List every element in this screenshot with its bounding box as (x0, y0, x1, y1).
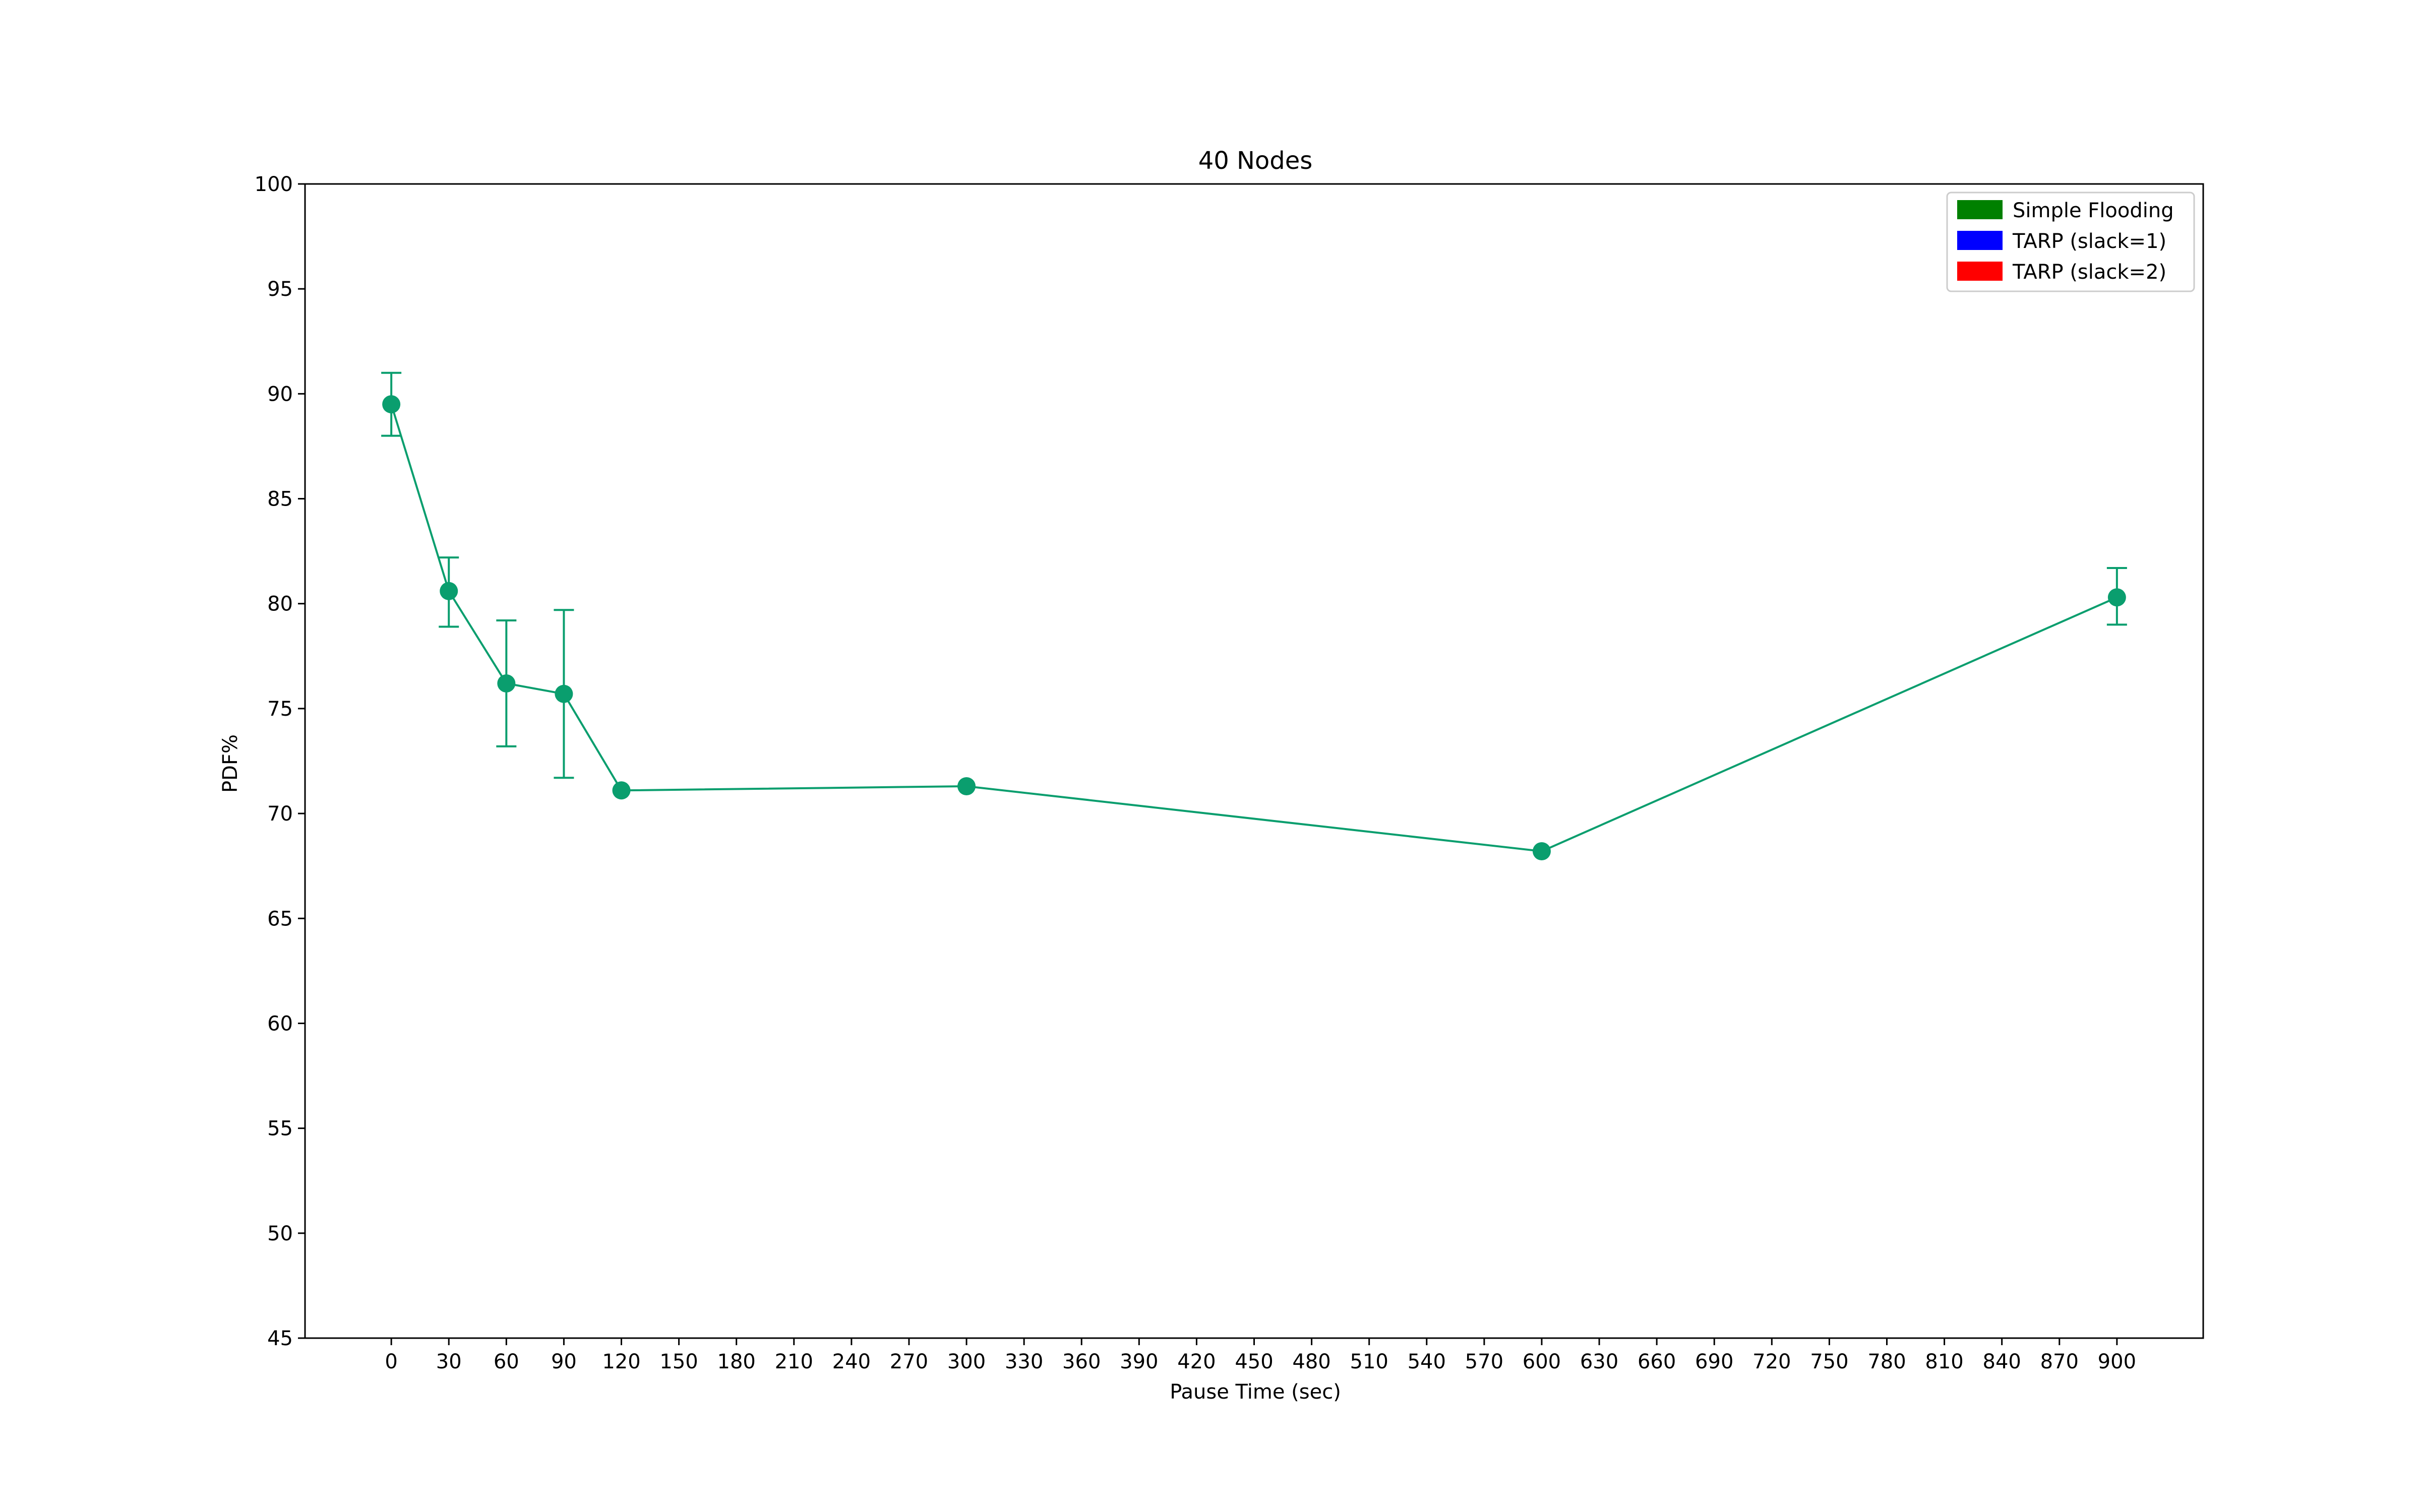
x-tick-label: 690 (1695, 1350, 1733, 1373)
x-tick-label: 900 (2098, 1350, 2136, 1373)
legend-swatch (1957, 231, 2003, 250)
legend: Simple Flooding TARP (slack=1) TARP (slack… (1946, 192, 2195, 292)
series-line (390, 404, 2118, 853)
x-tick-label: 660 (1638, 1350, 1676, 1373)
x-axis-label: Pause Time (sec) (1170, 1380, 1341, 1404)
x-tick-label: 360 (1062, 1350, 1101, 1373)
x-tick-label: 30 (436, 1350, 462, 1373)
legend-label: TARP (slack=2) (2012, 261, 2166, 284)
x-tick-label: 540 (1408, 1350, 1446, 1373)
legend-label: Simple Flooding (2013, 199, 2174, 222)
y-tick-label: 75 (267, 698, 293, 721)
x-tick-label: 390 (1120, 1350, 1158, 1373)
data-point (555, 684, 573, 703)
x-tick-label: 780 (1867, 1350, 1906, 1373)
data-point (382, 395, 401, 414)
x-tick-label: 450 (1235, 1350, 1273, 1373)
x-tick-label: 840 (1983, 1350, 2021, 1373)
y-tick-label: 70 (267, 802, 293, 826)
x-tick-label: 270 (890, 1350, 928, 1373)
x-tick-label: 60 (494, 1350, 519, 1373)
x-tick-label: 630 (1580, 1350, 1618, 1373)
x-tick-label: 90 (551, 1350, 577, 1373)
x-tick-label: 570 (1465, 1350, 1503, 1373)
x-tick-label: 150 (659, 1350, 698, 1373)
y-tick-label: 60 (267, 1012, 293, 1035)
x-tick-label: 870 (2040, 1350, 2079, 1373)
y-axis-label: PDF% (219, 734, 242, 793)
x-tick-label: 210 (775, 1350, 813, 1373)
y-tick-label: 80 (267, 593, 293, 616)
x-tick-label: 750 (1810, 1350, 1848, 1373)
y-tick-label: 45 (267, 1327, 293, 1350)
legend-box (1946, 192, 2195, 292)
x-tick-label: 720 (1752, 1350, 1791, 1373)
data-point (497, 674, 516, 692)
legend-swatch (1957, 200, 2003, 219)
y-tick-label: 65 (267, 907, 293, 930)
series-layer (381, 371, 2127, 861)
plot-frame (304, 183, 2204, 1339)
x-tick-label: 240 (832, 1350, 871, 1373)
data-point (440, 582, 458, 600)
x-tick-label: 810 (1925, 1350, 1963, 1373)
x-axis-ticks: 0 30 60 90 120 150 180 210 240 270 300 330 360 390 420… (385, 1338, 2136, 1373)
x-tick-label: 300 (947, 1350, 986, 1373)
data-point (2107, 588, 2126, 607)
y-tick-label: 50 (267, 1222, 293, 1245)
x-tick-label: 510 (1350, 1350, 1388, 1373)
x-tick-label: 0 (385, 1350, 397, 1373)
y-tick-label: 95 (267, 278, 293, 301)
legend-label: TARP (slack=1) (2012, 230, 2166, 253)
chart-title: 40 Nodes (1198, 147, 1313, 175)
data-point (1532, 842, 1551, 861)
x-tick-label: 480 (1292, 1350, 1330, 1373)
x-tick-label: 180 (717, 1350, 756, 1373)
x-tick-label: 330 (1005, 1350, 1043, 1373)
data-point (612, 781, 631, 800)
y-tick-label: 85 (267, 488, 293, 511)
data-point (957, 777, 976, 795)
y-tick-label: 100 (255, 173, 293, 196)
y-tick-label: 90 (267, 383, 293, 406)
legend-swatch (1957, 262, 2003, 281)
y-tick-label: 55 (267, 1117, 293, 1141)
x-tick-label: 420 (1177, 1350, 1216, 1373)
y-axis-ticks: 45 50 55 60 65 70 75 80 85 90 95 100 (255, 173, 305, 1350)
x-tick-label: 600 (1523, 1350, 1561, 1373)
x-tick-label: 120 (602, 1350, 640, 1373)
